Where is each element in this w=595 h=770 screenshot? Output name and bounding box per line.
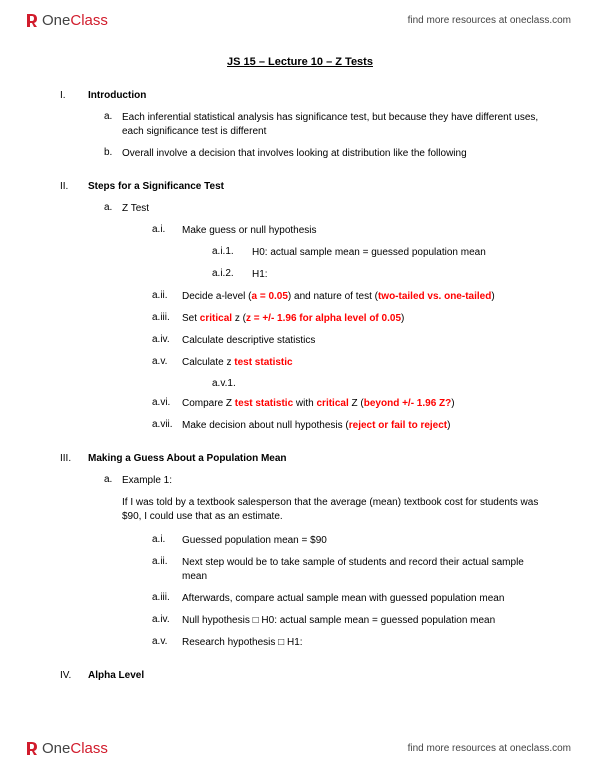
item-text: Research hypothesis □ H1: bbox=[182, 636, 540, 650]
list-item: a.ii.Next step would be to take sample o… bbox=[152, 556, 540, 584]
item-label: a.i.2. bbox=[212, 268, 252, 282]
list-item: a.ii.Decide a-level (a = 0.05) and natur… bbox=[152, 290, 540, 304]
page-footer: OneClass find more resources at oneclass… bbox=[0, 734, 595, 762]
list-item: a.iii.Set critical z (z = +/- 1.96 for a… bbox=[152, 312, 540, 326]
item-text: Make decision about null hypothesis (rej… bbox=[182, 419, 540, 433]
list-item: a.v.Research hypothesis □ H1: bbox=[152, 636, 540, 650]
list-item: a.Z Test bbox=[104, 202, 540, 216]
section-title: Steps for a Significance Test bbox=[88, 181, 224, 192]
item-label: a.vi. bbox=[152, 397, 182, 411]
resources-link-bottom[interactable]: find more resources at oneclass.com bbox=[408, 743, 571, 754]
section-title: Alpha Level bbox=[88, 670, 144, 681]
logo-icon bbox=[24, 740, 40, 756]
page-header: OneClass find more resources at oneclass… bbox=[0, 6, 595, 34]
item-text: Set critical z (z = +/- 1.96 for alpha l… bbox=[182, 312, 540, 326]
item-label: a.i. bbox=[152, 534, 182, 548]
item-text: Decide a-level (a = 0.05) and nature of … bbox=[182, 290, 540, 304]
item-text bbox=[252, 378, 540, 389]
list-item: a.Each inferential statistical analysis … bbox=[104, 111, 540, 139]
section-steps: II. Steps for a Significance Test a.Z Te… bbox=[60, 181, 540, 433]
item-label: a.iii. bbox=[152, 592, 182, 606]
list-item: a.iii.Afterwards, compare actual sample … bbox=[152, 592, 540, 606]
item-text: Example 1: bbox=[122, 474, 540, 488]
page-title: JS 15 – Lecture 10 – Z Tests bbox=[60, 56, 540, 68]
item-text: H1: bbox=[252, 268, 540, 282]
list-item: a.v.Calculate z test statistic bbox=[152, 356, 540, 370]
item-label: a.v. bbox=[152, 636, 182, 650]
logo-icon bbox=[24, 12, 40, 28]
item-label: a.iv. bbox=[152, 614, 182, 628]
item-text: Null hypothesis □ H0: actual sample mean… bbox=[182, 614, 540, 628]
section-title: Making a Guess About a Population Mean bbox=[88, 453, 287, 464]
brand-logo: OneClass bbox=[24, 12, 108, 29]
item-label: b. bbox=[104, 147, 122, 161]
item-label: a.iv. bbox=[152, 334, 182, 348]
item-text: Overall involve a decision that involves… bbox=[122, 147, 540, 161]
item-label: a.v. bbox=[152, 356, 182, 370]
item-text: Compare Z test statistic with critical Z… bbox=[182, 397, 540, 411]
item-text: H0: actual sample mean = guessed populat… bbox=[252, 246, 540, 260]
list-item: a.i.2.H1: bbox=[212, 268, 540, 282]
list-item: a.i.Guessed population mean = $90 bbox=[152, 534, 540, 548]
item-text: Guessed population mean = $90 bbox=[182, 534, 540, 548]
paragraph: If I was told by a textbook salesperson … bbox=[122, 496, 540, 524]
section-title: Introduction bbox=[88, 90, 146, 101]
roman-numeral: I. bbox=[60, 90, 88, 101]
section-intro: I. Introduction a.Each inferential stati… bbox=[60, 90, 540, 161]
item-label: a. bbox=[104, 202, 122, 216]
section-head: I. Introduction bbox=[60, 90, 540, 101]
brand-logo: OneClass bbox=[24, 740, 108, 757]
item-text: Each inferential statistical analysis ha… bbox=[122, 111, 540, 139]
list-item: a.vi.Compare Z test statistic with criti… bbox=[152, 397, 540, 411]
list-item: b.Overall involve a decision that involv… bbox=[104, 147, 540, 161]
item-label: a.v.1. bbox=[212, 378, 252, 389]
list-item: a.i.1.H0: actual sample mean = guessed p… bbox=[212, 246, 540, 260]
item-label: a.ii. bbox=[152, 556, 182, 584]
list-item: a.Example 1: bbox=[104, 474, 540, 488]
roman-numeral: IV. bbox=[60, 670, 88, 681]
list-item: a.iv.Null hypothesis □ H0: actual sample… bbox=[152, 614, 540, 628]
roman-numeral: II. bbox=[60, 181, 88, 192]
section-head: III. Making a Guess About a Population M… bbox=[60, 453, 540, 464]
item-label: a. bbox=[104, 111, 122, 139]
item-label: a.vii. bbox=[152, 419, 182, 433]
item-text: Afterwards, compare actual sample mean w… bbox=[182, 592, 540, 606]
resources-link-top[interactable]: find more resources at oneclass.com bbox=[408, 15, 571, 26]
item-text: Calculate z test statistic bbox=[182, 356, 540, 370]
list-item: a.i.Make guess or null hypothesis bbox=[152, 224, 540, 238]
logo-text-class: Class bbox=[70, 740, 108, 757]
section-head: IV. Alpha Level bbox=[60, 670, 540, 681]
list-item: a.iv.Calculate descriptive statistics bbox=[152, 334, 540, 348]
item-label: a. bbox=[104, 474, 122, 488]
logo-text-class: Class bbox=[70, 12, 108, 29]
item-text: Make guess or null hypothesis bbox=[182, 224, 540, 238]
item-label: a.iii. bbox=[152, 312, 182, 326]
item-label: a.i.1. bbox=[212, 246, 252, 260]
item-label: a.ii. bbox=[152, 290, 182, 304]
section-alpha: IV. Alpha Level bbox=[60, 670, 540, 681]
item-text: Next step would be to take sample of stu… bbox=[182, 556, 540, 584]
section-guess: III. Making a Guess About a Population M… bbox=[60, 453, 540, 650]
section-head: II. Steps for a Significance Test bbox=[60, 181, 540, 192]
list-item: a.vii.Make decision about null hypothesi… bbox=[152, 419, 540, 433]
logo-text-one: One bbox=[42, 12, 70, 29]
list-item: a.v.1. bbox=[212, 378, 540, 389]
roman-numeral: III. bbox=[60, 453, 88, 464]
logo-text-one: One bbox=[42, 740, 70, 757]
item-text: Z Test bbox=[122, 202, 540, 216]
item-label: a.i. bbox=[152, 224, 182, 238]
document-content: JS 15 – Lecture 10 – Z Tests I. Introduc… bbox=[60, 56, 540, 701]
item-text: Calculate descriptive statistics bbox=[182, 334, 540, 348]
